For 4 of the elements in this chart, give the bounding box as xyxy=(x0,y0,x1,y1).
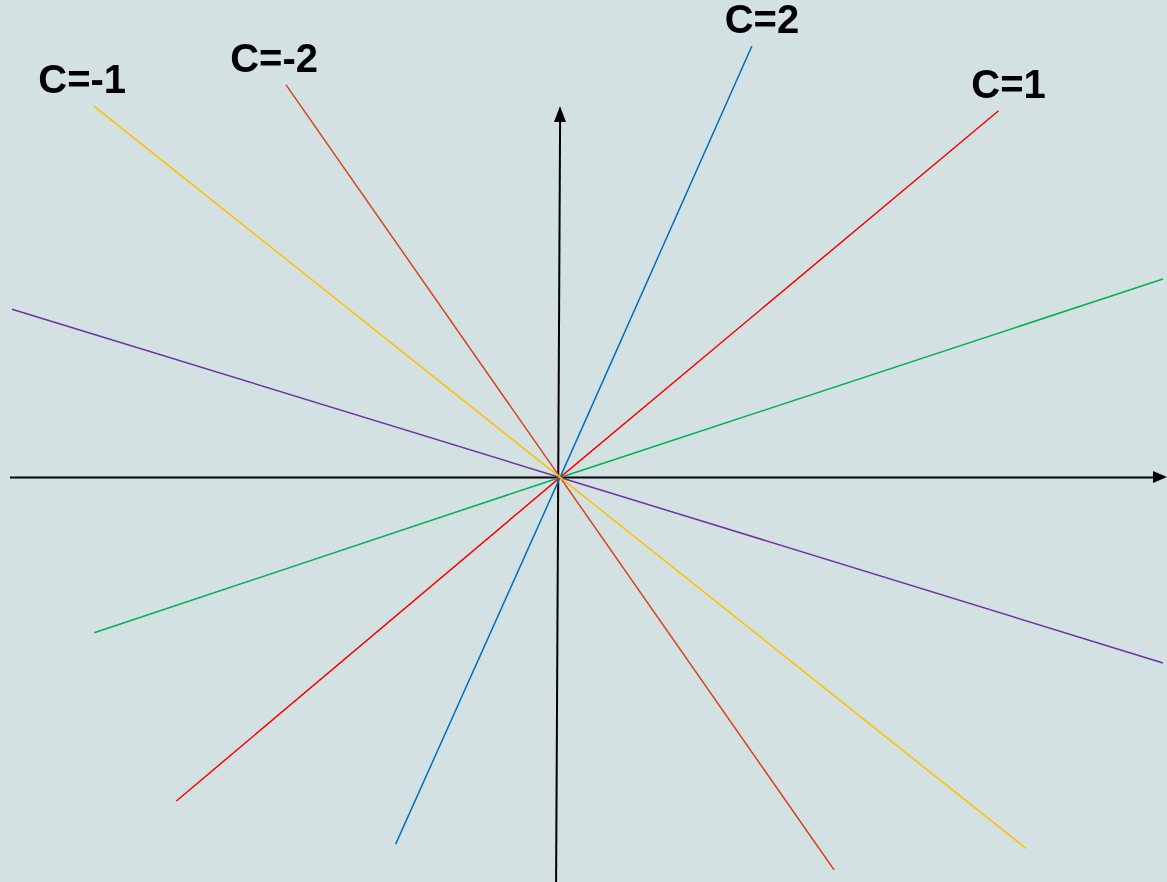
series-label: C=2 xyxy=(724,0,800,42)
series-label: C=-1 xyxy=(38,57,127,102)
series-label: C=-2 xyxy=(230,35,318,80)
series-label: C=1 xyxy=(971,61,1046,106)
